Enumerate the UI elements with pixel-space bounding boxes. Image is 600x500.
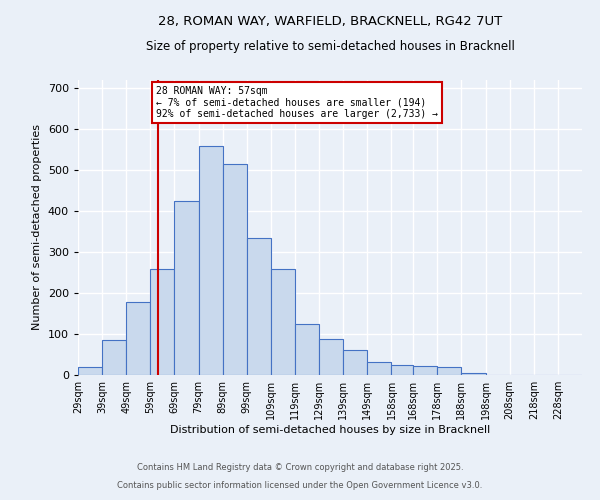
Text: Contains public sector information licensed under the Open Government Licence v3: Contains public sector information licen… [118, 481, 482, 490]
Text: Contains HM Land Registry data © Crown copyright and database right 2025.: Contains HM Land Registry data © Crown c… [137, 464, 463, 472]
Bar [343, 350, 367, 375]
Text: 28 ROMAN WAY: 57sqm
← 7% of semi-detached houses are smaller (194)
92% of semi-d: 28 ROMAN WAY: 57sqm ← 7% of semi-detache… [156, 86, 438, 119]
Bar [319, 339, 343, 375]
Bar [78, 367, 102, 375]
Text: Size of property relative to semi-detached houses in Bracknell: Size of property relative to semi-detach… [146, 40, 514, 53]
Bar [271, 270, 295, 375]
Bar [223, 164, 247, 375]
Bar [367, 362, 391, 375]
Bar [295, 324, 319, 375]
Bar [175, 201, 199, 375]
Y-axis label: Number of semi-detached properties: Number of semi-detached properties [32, 124, 42, 330]
Bar [151, 270, 175, 375]
Bar [247, 238, 271, 375]
Bar [413, 366, 437, 375]
Bar [199, 146, 223, 375]
Text: 28, ROMAN WAY, WARFIELD, BRACKNELL, RG42 7UT: 28, ROMAN WAY, WARFIELD, BRACKNELL, RG42… [158, 15, 502, 28]
Bar [461, 373, 485, 375]
X-axis label: Distribution of semi-detached houses by size in Bracknell: Distribution of semi-detached houses by … [170, 425, 490, 435]
Bar [102, 340, 126, 375]
Bar [391, 365, 413, 375]
Bar [437, 367, 461, 375]
Bar [126, 302, 151, 375]
